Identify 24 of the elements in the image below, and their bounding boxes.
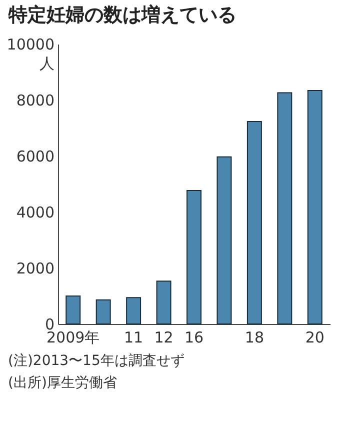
y-tick-label: 2000 (16, 260, 54, 278)
bar (246, 121, 262, 324)
x-tick-label: 2009年 (46, 328, 100, 346)
text: (出所)厚生労働省 (8, 375, 117, 391)
y-tick-label: 6000 (16, 148, 54, 166)
y-tick-label: 8000 (16, 92, 54, 110)
y-tick-label: 10000 (6, 36, 54, 54)
x-tick-label: 11 (124, 328, 144, 346)
bar (216, 156, 232, 324)
y-tick-label: 4000 (16, 204, 54, 222)
bar (96, 299, 111, 324)
y-axis-title: 人 (40, 54, 54, 72)
x-tick-label: 16 (184, 328, 204, 346)
bar (66, 296, 81, 324)
bar (307, 90, 322, 324)
bar (156, 280, 172, 324)
bar (277, 92, 292, 324)
x-tick-label: 20 (305, 328, 324, 346)
bar (126, 297, 142, 324)
text: (注)2013〜15年は調査せず (8, 353, 184, 369)
chart-title: 特定妊婦の数は増えている (7, 4, 236, 26)
bar (186, 190, 202, 324)
x-tick-label: 18 (244, 328, 264, 346)
x-tick-label: 12 (154, 328, 174, 346)
